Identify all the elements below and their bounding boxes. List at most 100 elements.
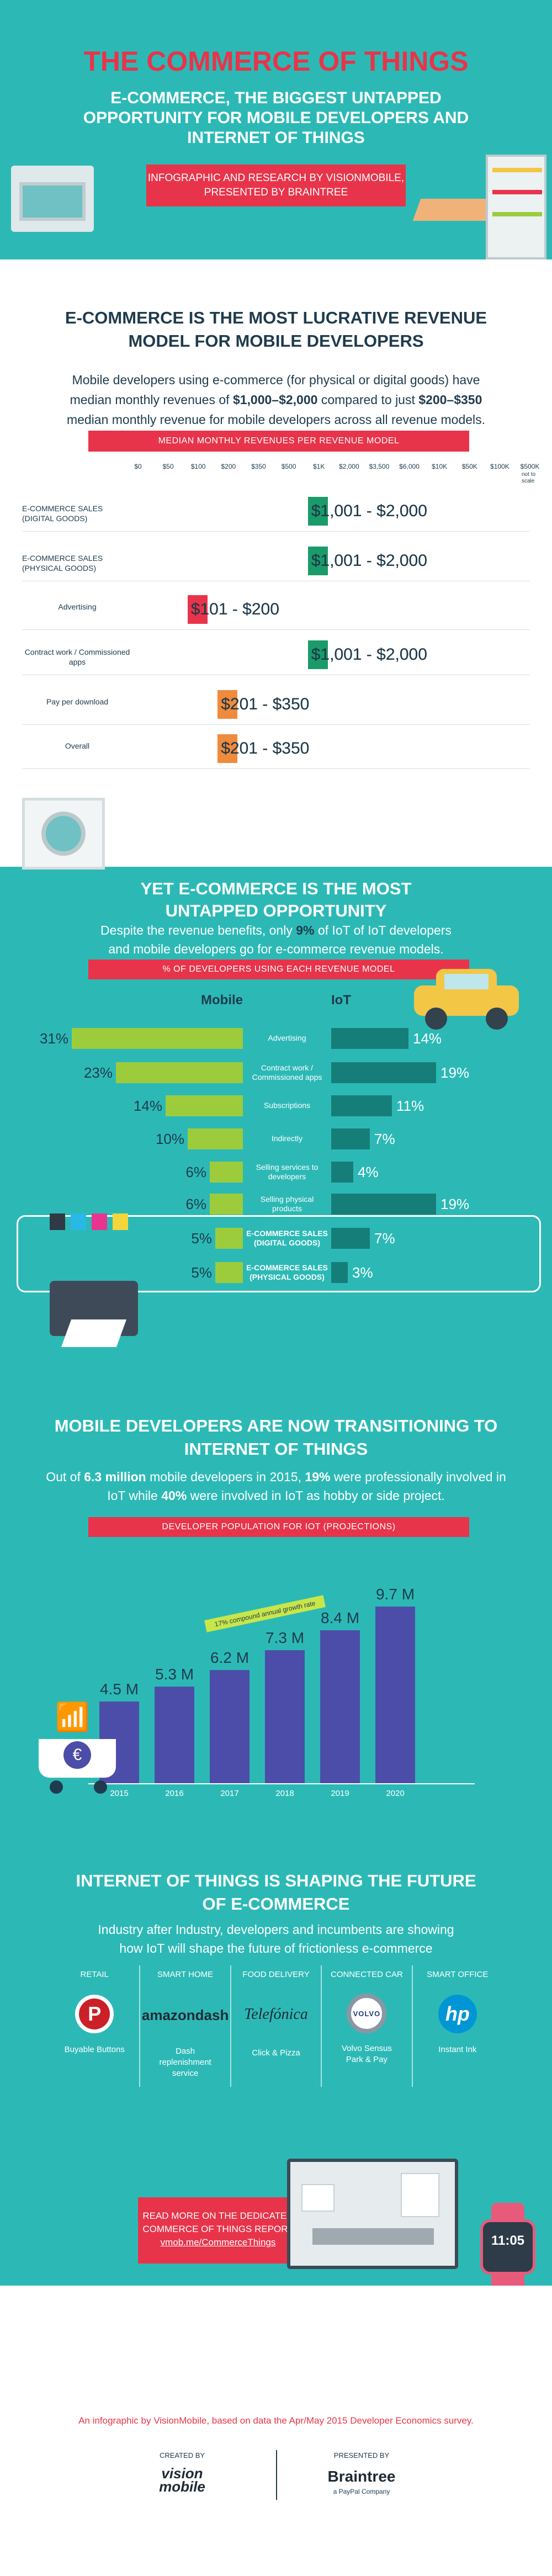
revenue-range-bar: [187, 595, 208, 624]
usage-chart: 31% 14% Advertising 23% 19% Contract work / C…: [0, 1016, 552, 1283]
fridge-illustration: [486, 155, 546, 259]
revenue-range-bar: [307, 547, 328, 575]
axis-tick-label: $1K: [313, 463, 325, 470]
s1-text-a: Mobile developers using e-commerce (for …: [70, 373, 480, 407]
presented-by-label: PRESENTED BY: [333, 2451, 390, 2460]
year-label: 2020: [386, 1789, 405, 1798]
iot-population-bar: [375, 1606, 415, 1783]
s3-text-e: were professionally involved in IoT whil…: [107, 1470, 506, 1503]
revenue-range-bar: [217, 734, 238, 763]
axis-tick-label: $2,000: [338, 463, 359, 470]
section-3-text: Out of 6.3 million mobile developers in …: [44, 1467, 508, 1505]
mobile-bar: [210, 1194, 243, 1215]
revenue-category-label: Overall: [65, 741, 90, 750]
section-2-title-line-1: YET E-COMMERCE IS THE MOST: [140, 879, 412, 898]
row-divider: [22, 724, 530, 725]
not-to-scale-note: not to scale: [522, 471, 536, 484]
cta-link[interactable]: vmob.me/CommerceThings: [160, 2237, 276, 2248]
year-label: 2017: [220, 1789, 239, 1798]
axis-tick-label: $500K: [520, 463, 540, 470]
iot-population-bar: [320, 1630, 360, 1783]
usage-category-label: Indirectly: [271, 1134, 303, 1143]
volvo-logo: VOLVO: [347, 1994, 387, 2033]
mobile-value-label: 10%: [155, 1131, 184, 1147]
telefonica-logo: Telefónica: [244, 2006, 308, 2023]
iot-bar: [331, 1095, 392, 1116]
usage-category-label: E-COMMERCE SALES (PHYSICAL GOODS): [246, 1263, 328, 1281]
industry-food-delivery: FOOD DELIVERY Telefónica Click & Pizza: [231, 1965, 322, 2087]
industry-category: SMART HOME: [157, 1970, 214, 1979]
ecommerce-highlight-box: [17, 1215, 541, 1292]
braintree-logo: Braintree: [327, 2468, 396, 2485]
hp-wordmark: hp: [445, 2002, 470, 2025]
revenue-range-label: $201 - $350: [221, 734, 310, 763]
industry-smart-office: SMART OFFICE hp Instant Ink: [413, 1965, 502, 2087]
euro-icon: €: [63, 1741, 91, 1769]
vm-word-1: vision: [161, 2465, 203, 2482]
industry-retail: RETAIL P Buyable Buttons: [50, 1965, 141, 2087]
usage-chart-pill: % OF DEVELOPERS USING EACH REVENUE MODEL: [88, 960, 469, 979]
section-1-text: Mobile developers using e-commerce (for …: [50, 370, 502, 430]
industry-category: SMART OFFICE: [427, 1970, 489, 1979]
industry-smart-home: SMART HOME amazondash Dash replenishment…: [140, 1965, 231, 2087]
section-4-title: INTERNET OF THINGS IS SHAPING THE FUTURE…: [0, 1869, 552, 1916]
vm-word-2: mobile: [159, 2478, 205, 2495]
page-title: THE COMMERCE OF THINGS: [83, 46, 469, 77]
mobile-value-label: 6%: [185, 1164, 206, 1180]
axis-tick-label: $50: [162, 463, 174, 470]
axis-tick-label: $500: [281, 463, 296, 470]
usage-category-label: Advertising: [268, 1033, 306, 1042]
mobile-bar: [72, 1028, 243, 1049]
iot-value-label: 4%: [358, 1164, 379, 1180]
section-untapped: YET E-COMMERCE IS THE MOST UNTAPPED OPPO…: [0, 867, 552, 1391]
mobile-bar: [166, 1095, 243, 1116]
axis-tick-label: $10K: [432, 463, 448, 470]
s3-text-a: Out of: [46, 1470, 84, 1484]
s2-text-c: of IoT of IoT developers and mobile deve…: [108, 923, 452, 956]
row-divider: [22, 531, 530, 532]
section-2-title-line-2: UNTAPPED OPPORTUNITY: [165, 901, 387, 920]
iot-bar: [331, 1128, 370, 1149]
mobile-bar: [215, 1262, 243, 1283]
s1-text-c: compared to just: [317, 393, 419, 407]
section-4-title-line-1: INTERNET OF THINGS IS SHAPING THE FUTURE: [76, 1871, 476, 1890]
revenue-range-label: $1,001 - $2,000: [311, 547, 427, 575]
mobile-bar: [116, 1062, 243, 1083]
shopping-cart-illustration: €: [33, 1734, 121, 1794]
industry-caption: Instant Ink: [438, 2045, 477, 2054]
industry-category: FOOD DELIVERY: [242, 1970, 310, 1979]
section-4-title-line-2: OF E-COMMERCE: [202, 1894, 350, 1914]
industry-category: CONNECTED CAR: [331, 1970, 403, 1979]
s1-text-e: median monthly revenue for mobile develo…: [66, 412, 486, 427]
x-axis-line: [88, 1783, 475, 1784]
revenue-category-label: Advertising: [58, 602, 97, 611]
page-subtitle: E-COMMERCE, THE BIGGEST UNTAPPED OPPORTU…: [83, 89, 469, 147]
city-illustration: [287, 2159, 458, 2269]
industry-caption: Volvo Sensus Park & Pay: [341, 2044, 392, 2064]
section-2-title: YET E-COMMERCE IS THE MOST UNTAPPED OPPO…: [0, 878, 552, 922]
section-3-title-line-1: MOBILE DEVELOPERS ARE NOW TRANSITIONING …: [54, 1416, 498, 1435]
iot-value-label: 19%: [440, 1196, 470, 1212]
s3-text-d: 19%: [305, 1470, 331, 1484]
hp-logo: hp: [438, 1995, 477, 2033]
visionmobile-logo: vision mobile: [138, 2465, 226, 2495]
usage-category-label: Selling physical products: [260, 1195, 314, 1213]
pinterest-icon: P: [79, 1999, 110, 2029]
iot-value-label: 7%: [374, 1230, 395, 1247]
created-by-label: CREATED BY: [159, 2451, 205, 2460]
iot-value-label: 14%: [413, 1030, 442, 1047]
iot-population-label: 9.7 M: [375, 1585, 415, 1603]
mobile-value-label: 6%: [185, 1196, 206, 1212]
pinterest-logo: P: [75, 1995, 114, 2033]
year-label: 2015: [110, 1789, 129, 1798]
iot-bar: [331, 1028, 408, 1049]
iot-population-bar: [265, 1650, 305, 1783]
cta-banner[interactable]: READ MORE ON THE DEDICATED COMMERCE OF T…: [138, 2197, 298, 2264]
s3-text-b: 6.3 million: [84, 1470, 146, 1484]
mobile-bar: [188, 1128, 243, 1149]
s2-text-a: Despite the revenue benefits, only: [100, 923, 296, 937]
footer-note: An infographic by VisionMobile, based on…: [78, 2415, 474, 2426]
credit-banner: INFOGRAPHIC AND RESEARCH BY VISIONMOBILE…: [146, 165, 406, 206]
washing-machine-illustration: [22, 798, 105, 870]
iot-bar: [331, 1194, 436, 1215]
